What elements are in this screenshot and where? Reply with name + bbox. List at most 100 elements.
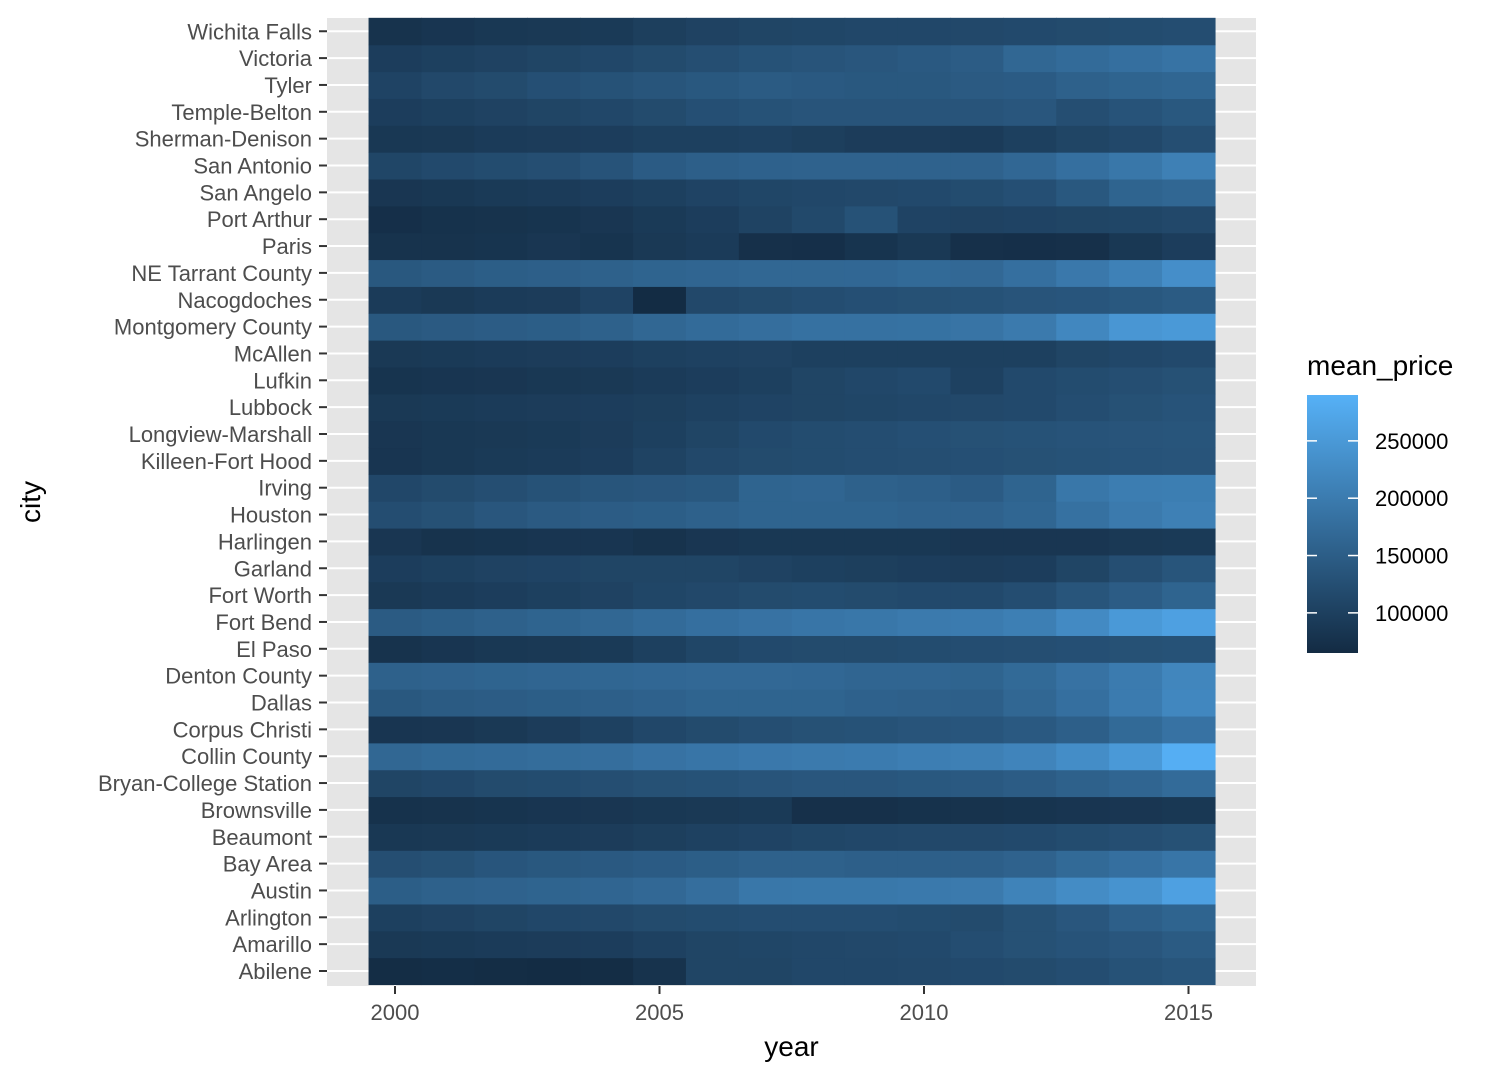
heatmap-tile [738, 527, 793, 556]
heatmap-tile [897, 903, 952, 932]
heatmap-tile [421, 259, 475, 287]
y-tick-label: Tyler [264, 73, 312, 98]
heatmap-tile [1109, 98, 1163, 126]
heatmap-tile [580, 581, 634, 610]
heatmap-tile [685, 71, 740, 99]
heatmap-tile [844, 689, 899, 717]
heatmap-tile [1162, 850, 1216, 878]
heatmap-tile [791, 393, 846, 422]
heatmap-tile [1162, 340, 1216, 368]
heatmap-tile [950, 178, 1004, 207]
heatmap-tile [1109, 340, 1163, 368]
heatmap-tile [368, 903, 423, 932]
heatmap-tile [685, 17, 740, 46]
heatmap-tile [527, 501, 581, 529]
heatmap-tile [950, 420, 1004, 449]
heatmap-tile [1162, 742, 1216, 771]
heatmap-tile [1109, 957, 1163, 986]
heatmap-tile [580, 71, 634, 99]
heatmap-tile [844, 232, 899, 261]
heatmap-tile [421, 447, 475, 475]
heatmap-tile [527, 205, 581, 234]
heatmap-tile [368, 474, 423, 502]
heatmap-tile [368, 286, 423, 314]
heatmap-tile [474, 823, 528, 851]
heatmap-tile [527, 930, 581, 959]
heatmap-tile [950, 581, 1004, 610]
heatmap-tile [527, 877, 581, 905]
heatmap-tile [738, 581, 793, 610]
heatmap-tile [633, 98, 687, 126]
heatmap-tile [474, 581, 528, 610]
heatmap-tile [844, 44, 899, 73]
heatmap-tile [474, 715, 528, 744]
heatmap-tile [1109, 501, 1163, 529]
heatmap-tile [527, 581, 581, 610]
heatmap-tile [1162, 125, 1216, 153]
heatmap-tile [1003, 662, 1057, 690]
heatmap-tile [1162, 205, 1216, 234]
y-tick-label: Longview-Marshall [129, 422, 312, 447]
heatmap-tile [474, 178, 528, 207]
heatmap-tile [474, 44, 528, 73]
heatmap-tile [1109, 474, 1163, 502]
heatmap-tile [685, 178, 740, 207]
heatmap-tile [1162, 501, 1216, 529]
x-axis: 2000 2005 2010 2015 [371, 986, 1213, 1025]
heatmap-tile [791, 366, 846, 395]
color-legend: mean_price 100000 150000 200000 250000 [1307, 350, 1453, 653]
heatmap-tile [1056, 259, 1110, 287]
heatmap-tile [1109, 527, 1163, 556]
heatmap-tile [474, 447, 528, 475]
heatmap-tile [950, 689, 1004, 717]
heatmap-tile [844, 501, 899, 529]
heatmap-tile [738, 689, 793, 717]
heatmap-tile [791, 17, 846, 46]
heatmap-tile [1003, 957, 1057, 986]
heatmap-tile [738, 232, 793, 261]
heatmap-tile [1056, 447, 1110, 475]
heatmap-tile [1109, 286, 1163, 314]
heatmap-tile [1056, 71, 1110, 99]
heatmap-tile [368, 581, 423, 610]
heatmap-tile [685, 98, 740, 126]
legend-tick-label: 200000 [1375, 486, 1448, 511]
heatmap-tile [1056, 581, 1110, 610]
heatmap-tile [633, 903, 687, 932]
heatmap-tile [950, 259, 1004, 287]
heatmap-tile [474, 527, 528, 556]
heatmap-tile [527, 823, 581, 851]
heatmap-tile [738, 877, 793, 905]
heatmap-tile [1003, 17, 1057, 46]
heatmap-tile [738, 501, 793, 529]
heatmap-tile [738, 44, 793, 73]
heatmap-tile [580, 608, 634, 636]
heatmap-tile [527, 17, 581, 46]
heatmap-tile [633, 554, 687, 583]
heatmap-tile [950, 823, 1004, 851]
heatmap-tile [897, 17, 952, 46]
heatmap-tile [897, 232, 952, 261]
heatmap-tile [368, 930, 423, 959]
heatmap-tile [791, 715, 846, 744]
heatmap-tile [950, 635, 1004, 663]
heatmap-tile [474, 796, 528, 824]
heatmap-tile [685, 527, 740, 556]
heatmap-tile [1162, 98, 1216, 126]
x-tick-label: 2000 [371, 1000, 420, 1025]
heatmap-tile [421, 474, 475, 502]
y-tick-label: Arlington [225, 905, 312, 930]
heatmap-tile [368, 366, 423, 395]
heatmap-tile [368, 662, 423, 690]
heatmap-tile [1003, 44, 1057, 73]
heatmap-tile [1056, 796, 1110, 824]
heatmap-tile [580, 178, 634, 207]
heatmap-tile [580, 313, 634, 341]
heatmap-tile [738, 823, 793, 851]
heatmap-tile [368, 796, 423, 824]
heatmap-tile [791, 608, 846, 636]
heatmap-tile [844, 393, 899, 422]
heatmap-tile [368, 635, 423, 663]
heatmap-tile [527, 769, 581, 798]
